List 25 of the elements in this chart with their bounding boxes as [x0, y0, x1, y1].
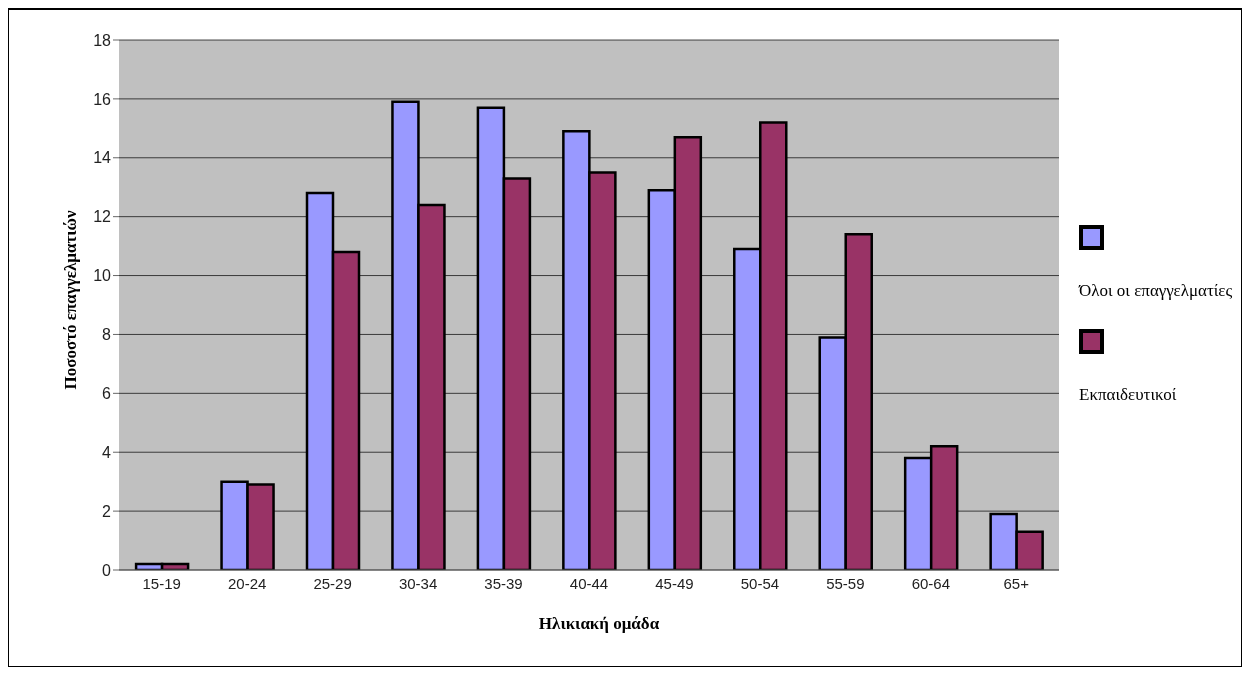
y-tick-label: 4: [102, 443, 112, 461]
x-tick-label: 25-29: [313, 574, 352, 592]
x-tick-label: 60-64: [911, 574, 951, 592]
y-tick-label: 14: [93, 149, 112, 167]
x-tick-label: 45-49: [655, 574, 694, 592]
y-tick-label: 16: [93, 90, 112, 108]
x-axis-title: Ηλικιακή ομάδα: [537, 614, 661, 634]
x-tick-label: 35-39: [484, 574, 523, 592]
text: Όλοι οι επαγγελματίες: [1079, 280, 1234, 301]
x-tick-label: 55-59: [826, 574, 865, 592]
y-tick-label: 12: [93, 208, 112, 226]
y-tick-label: 18: [93, 31, 112, 49]
x-tick-label: 15-19: [142, 574, 181, 592]
x-tick-label: 65+: [1003, 574, 1030, 592]
x-tick-label: 30-34: [398, 574, 438, 592]
y-tick-label: 10: [93, 267, 112, 285]
x-tick-label: 20-24: [227, 574, 267, 592]
y-tick-label: 2: [102, 502, 112, 520]
x-tick-label: 40-44: [569, 574, 609, 592]
x-tick-label: 50-54: [740, 574, 780, 592]
y-tick-label: 0: [102, 561, 112, 579]
text: Εκπαιδευτικοί: [1079, 384, 1178, 405]
y-axis-title: Ποσοστό επαγγελματιών: [61, 210, 81, 390]
y-tick-label: 8: [102, 326, 112, 344]
y-tick-label: 6: [102, 385, 112, 403]
